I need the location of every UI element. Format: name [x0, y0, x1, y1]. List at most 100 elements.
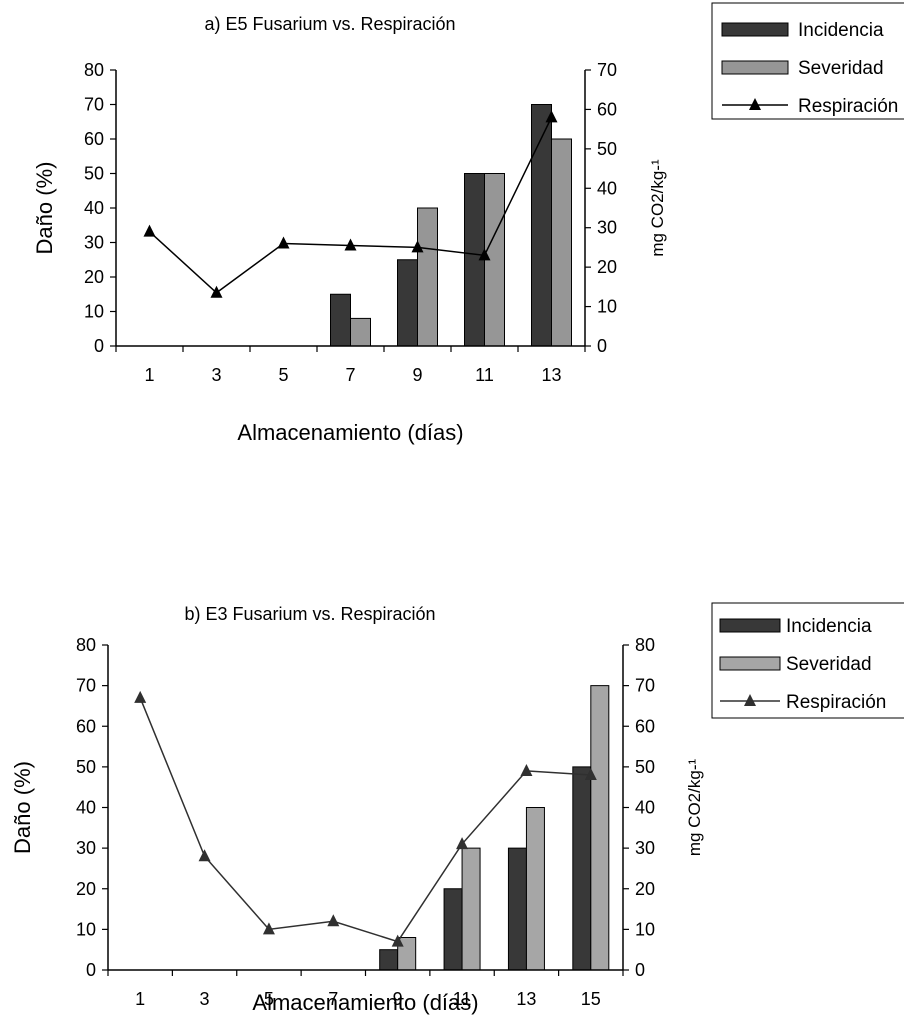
point-respiracion: [520, 763, 533, 776]
point-respiracion: [344, 238, 357, 251]
bar-incidencia: [507, 847, 527, 971]
legend-swatch-severidad: [719, 656, 781, 671]
x-tick-label: 11: [453, 989, 472, 1009]
chart-0: a) E5 Fusarium vs. Respiración 0 10 20 30 40 5…: [32, 2, 904, 445]
y-tick-label-right: 10: [635, 919, 655, 939]
y-tick-label-right: 30: [597, 218, 617, 238]
line-respiracion: [139, 697, 591, 943]
bar-severidad: [525, 807, 545, 971]
y-tick-label-left: 80: [76, 635, 96, 655]
y-tick-label-right: 40: [597, 178, 617, 198]
bar-severidad: [350, 317, 371, 347]
bar-incidencia: [572, 766, 592, 971]
x-tick-label: 5: [264, 989, 274, 1009]
point-respiracion: [277, 236, 290, 249]
x-tick-label: 13: [541, 365, 561, 385]
y-tick-label-left: 60: [84, 129, 104, 149]
y-axis-label: Daño (%): [32, 162, 57, 255]
bar-incidencia: [443, 888, 463, 971]
legend-label: Respiración: [798, 96, 898, 117]
y-tick-label-left: 30: [76, 838, 96, 858]
y-tick-label-left: 80: [84, 60, 104, 80]
bar-severidad: [551, 138, 572, 347]
y-tick-label-left: 10: [76, 919, 96, 939]
x-tick-label: 11: [475, 365, 494, 385]
y-tick-label-left: 70: [76, 676, 96, 696]
y-tick-label-right: 20: [597, 257, 617, 277]
legend-label: Incidencia: [798, 20, 884, 41]
x-tick-label: 5: [278, 365, 288, 385]
y-tick-label-left: 50: [76, 757, 96, 777]
y-tick-label-left: 70: [84, 95, 104, 115]
legend-swatch-severidad: [721, 60, 789, 75]
bar-incidencia: [379, 949, 399, 971]
x-tick-label: 7: [328, 989, 338, 1009]
point-respiracion: [391, 934, 404, 947]
y-tick-label-right: 70: [597, 60, 617, 80]
x-tick-label: 13: [516, 989, 536, 1009]
point-respiracion: [327, 914, 340, 927]
legend-label: Respiración: [786, 692, 886, 713]
point-respiracion: [478, 248, 491, 261]
point-respiracion: [143, 224, 156, 237]
x-tick-label: 15: [581, 989, 601, 1009]
y-tick-label-left: 60: [76, 716, 96, 736]
y-tick-label-right: 50: [635, 757, 655, 777]
x-tick-label: 3: [200, 989, 210, 1009]
y-tick-label-right: 60: [597, 99, 617, 119]
bar-severidad: [417, 207, 438, 347]
point-respiracion: [545, 110, 558, 123]
y-tick-label-right: 30: [635, 838, 655, 858]
point-respiracion: [411, 240, 424, 253]
x-tick-label: 7: [345, 365, 355, 385]
x-axis-label: Almacenamiento (días): [237, 420, 463, 445]
legend-swatch-incidencia: [719, 618, 781, 633]
legend: Incidencia Severidad Respiración: [711, 602, 904, 719]
y-tick-label-left: 20: [84, 267, 104, 287]
legend-label: Severidad: [786, 654, 872, 675]
y-tick-label-right: 80: [635, 635, 655, 655]
legend: Incidencia Severidad Respiración: [711, 2, 904, 120]
point-respiracion: [210, 285, 223, 298]
legend-label: Incidencia: [786, 616, 872, 637]
bar-severidad: [461, 847, 481, 971]
point-respiracion: [584, 768, 597, 780]
y2-axis-label: mg CO2/kg-¹: [648, 159, 667, 257]
x-tick-label: 1: [135, 989, 145, 1009]
legend-label: Severidad: [798, 58, 884, 79]
chart-1: b) E3 Fusarium vs. Respiración0102030405…: [10, 602, 904, 1015]
y-tick-label-right: 20: [635, 879, 655, 899]
chart-title: a) E5 Fusarium vs. Respiración: [204, 14, 455, 34]
y2-axis-label: mg CO2/kg-¹: [685, 759, 704, 857]
x-tick-label: 9: [412, 365, 422, 385]
y-tick-label-right: 70: [635, 676, 655, 696]
y-axis-label: Daño (%): [10, 761, 35, 854]
y-tick-label-left: 30: [84, 233, 104, 253]
point-respiracion: [262, 922, 275, 935]
x-tick-label: 9: [393, 989, 403, 1009]
point-respiracion: [134, 690, 147, 703]
point-respiracion: [198, 849, 211, 862]
y-tick-label-left: 40: [84, 198, 104, 218]
y-tick-label-left: 0: [86, 960, 96, 980]
x-tick-label: 1: [144, 365, 154, 385]
y-tick-label-left: 50: [84, 164, 104, 184]
x-axis-label: Almacenamiento (días): [252, 990, 478, 1015]
bar-incidencia: [531, 104, 552, 347]
chart-title: b) E3 Fusarium vs. Respiración: [184, 604, 435, 624]
legend-marker-respiracion: [749, 98, 761, 110]
y-tick-label-right: 50: [597, 139, 617, 159]
bar-incidencia: [330, 293, 351, 347]
y-tick-label-right: 60: [635, 716, 655, 736]
y-tick-label-right: 0: [635, 960, 645, 980]
y-tick-label-right: 40: [635, 798, 655, 818]
y-tick-label-left: 0: [94, 336, 104, 356]
y-tick-label-left: 10: [84, 302, 104, 322]
x-tick-label: 3: [211, 365, 221, 385]
point-respiracion: [456, 837, 469, 850]
legend-marker-respiracion: [744, 694, 756, 706]
legend-swatch-incidencia: [721, 22, 789, 37]
bar-severidad: [590, 685, 610, 971]
y-tick-label-left: 40: [76, 798, 96, 818]
